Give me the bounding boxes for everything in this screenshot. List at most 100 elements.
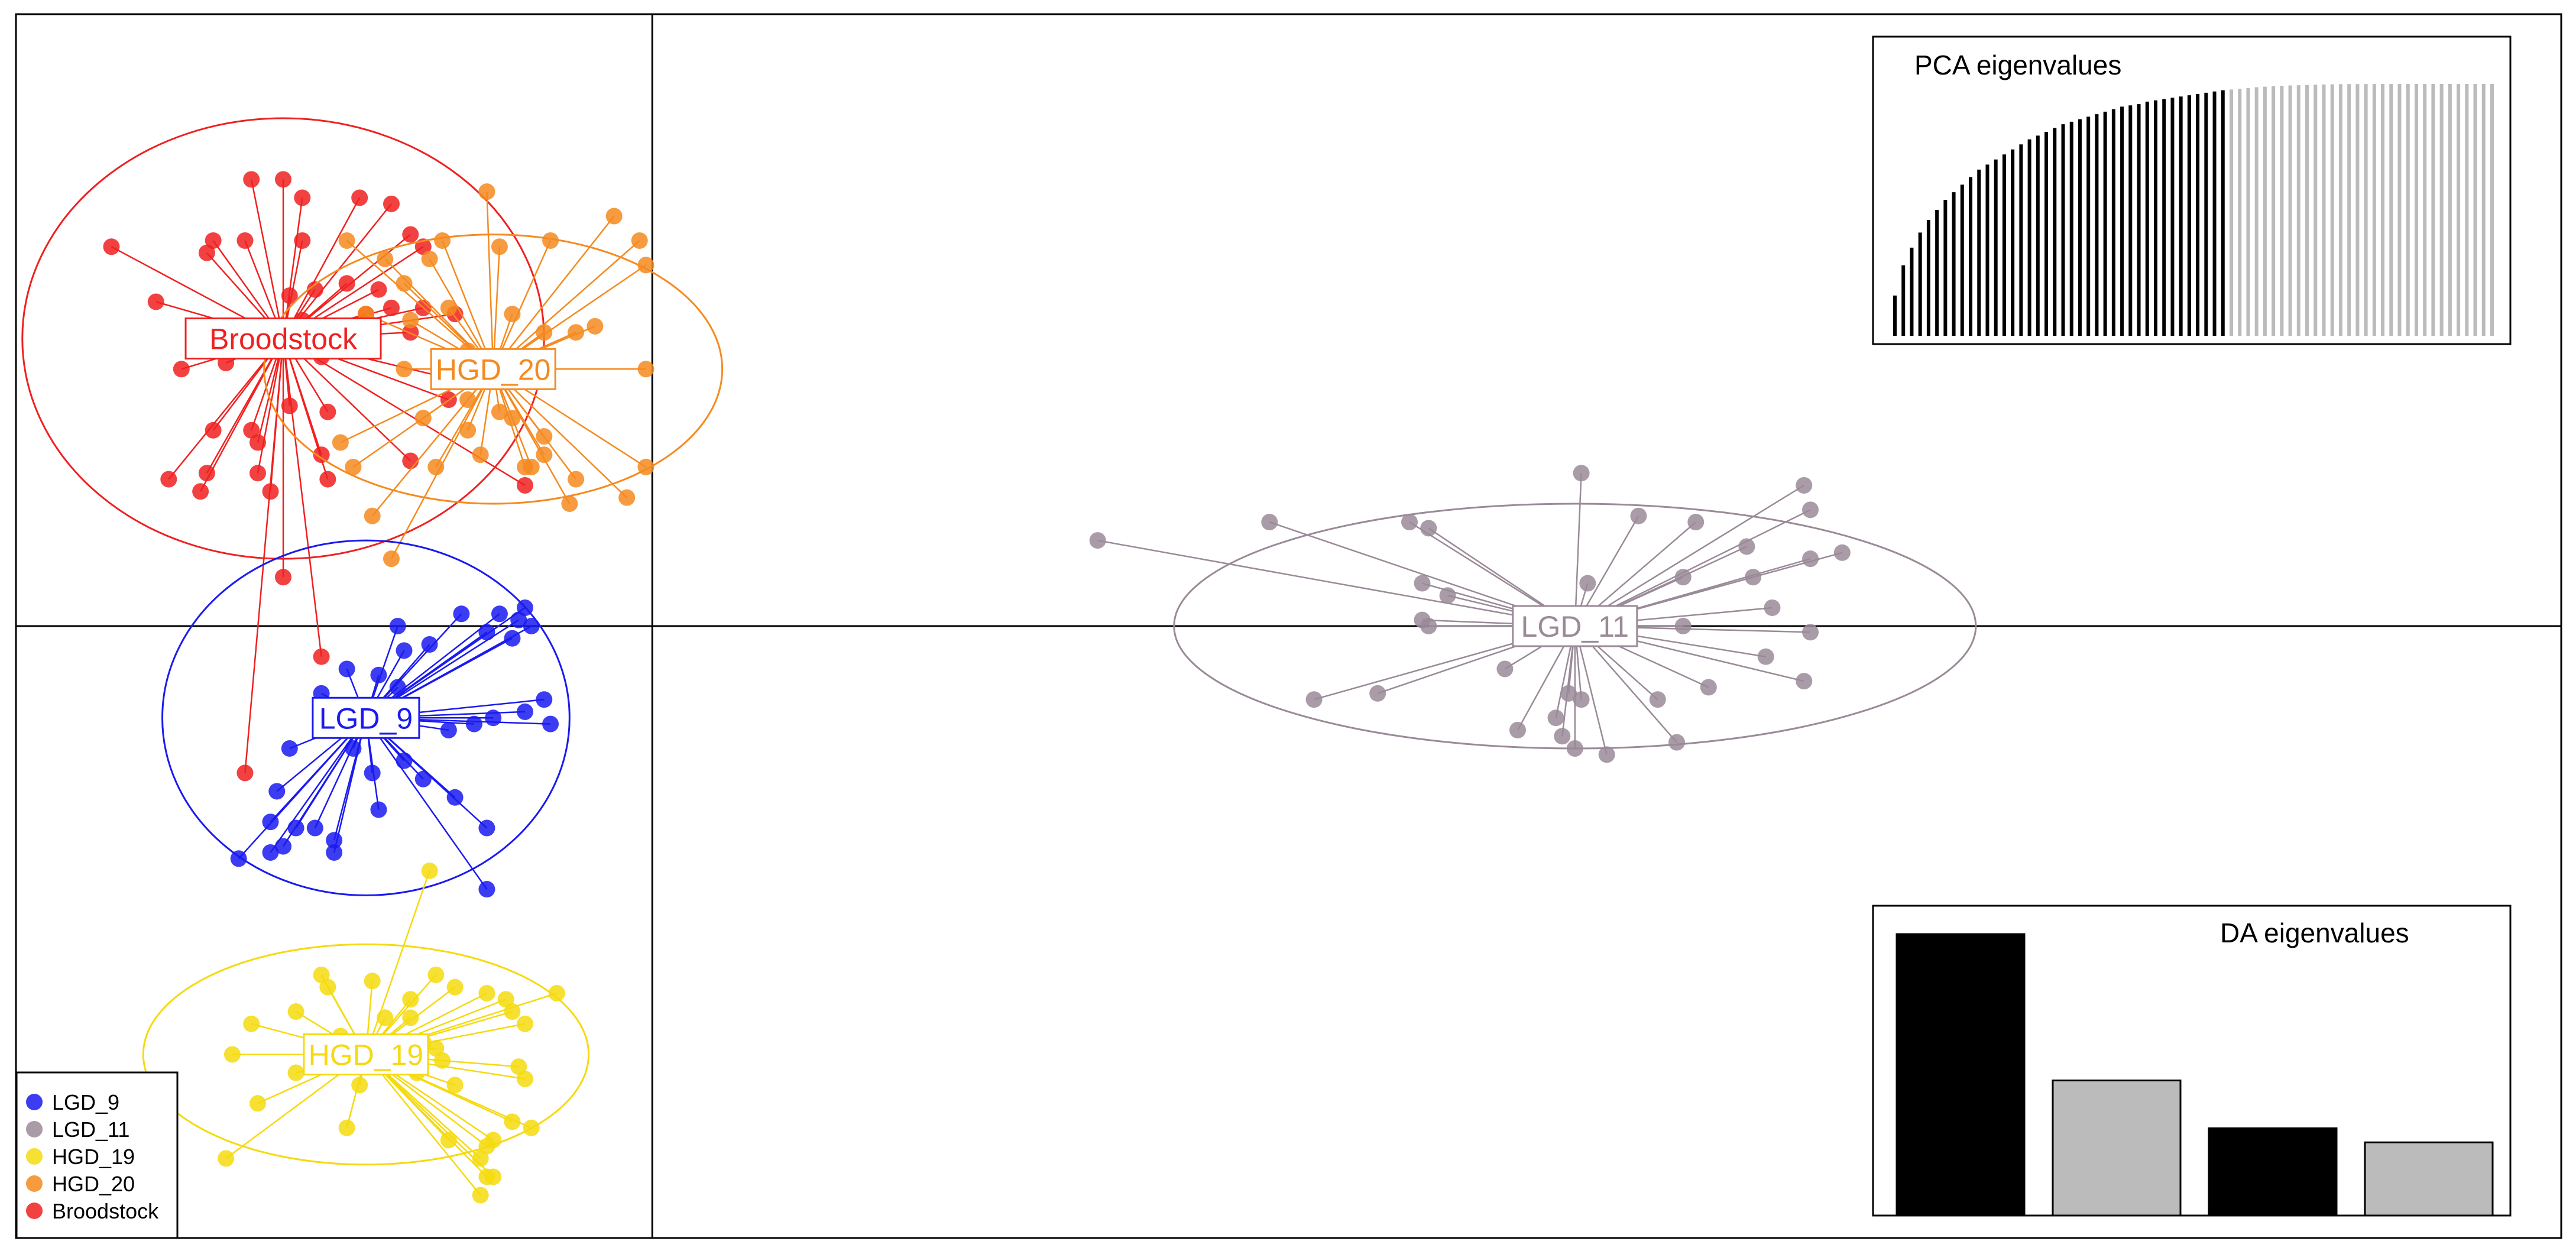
data-point: [421, 863, 438, 879]
data-point: [236, 764, 254, 782]
data-point: [345, 458, 362, 475]
data-point: [1261, 514, 1278, 531]
legend-swatch: [26, 1203, 43, 1219]
data-point: [421, 636, 438, 653]
data-point: [281, 397, 298, 414]
data-point: [275, 171, 292, 188]
data-point: [198, 465, 215, 482]
data-point: [1089, 532, 1106, 549]
data-point: [637, 257, 654, 274]
data-point: [504, 410, 521, 427]
data-point: [313, 446, 330, 464]
data-point: [504, 306, 521, 323]
data-point: [319, 471, 336, 488]
data-point: [1802, 624, 1819, 641]
star-segment: [270, 717, 367, 853]
data-point: [421, 251, 438, 267]
data-point: [402, 226, 419, 243]
data-point: [536, 428, 553, 445]
data-point: [1802, 550, 1819, 568]
data-point: [1738, 538, 1755, 555]
legend-swatch: [26, 1121, 43, 1137]
data-point: [517, 703, 533, 720]
data-point: [497, 991, 514, 1008]
data-point: [319, 978, 336, 996]
data-point: [453, 605, 470, 623]
pca-inset-title: PCA eigenvalues: [1914, 50, 2121, 80]
data-point: [587, 317, 604, 335]
data-point: [517, 458, 533, 475]
data-point: [1547, 709, 1564, 727]
star-segment: [282, 338, 322, 657]
data-point: [536, 691, 553, 708]
data-point: [262, 814, 279, 831]
data-point: [306, 281, 323, 298]
pca-bars: [1893, 84, 2494, 336]
data-point: [338, 275, 355, 292]
data-point: [446, 789, 464, 806]
data-point: [268, 783, 286, 800]
data-point: [504, 1113, 521, 1130]
data-point: [491, 605, 508, 623]
legend-entry: Broodstock: [52, 1199, 159, 1223]
data-point: [427, 458, 445, 475]
data-point: [383, 299, 400, 316]
axes: [16, 14, 2561, 1238]
data-point: [542, 232, 559, 249]
data-point: [319, 403, 336, 420]
data-point: [440, 721, 457, 738]
data-point: [1369, 685, 1386, 702]
data-point: [568, 471, 585, 488]
group-label: LGD_9: [312, 696, 420, 739]
group-label-text: HGD_19: [309, 1039, 424, 1072]
data-point: [103, 238, 120, 255]
star-segment: [365, 717, 488, 890]
group-labels: Broodstock HGD_20 LGD_9 LGD_11 HGD_19: [184, 317, 1638, 1075]
data-point: [1560, 685, 1577, 702]
data-point: [561, 495, 578, 512]
data-point: [1630, 507, 1647, 524]
star-segment: [244, 338, 284, 773]
star-segment: [1574, 484, 1804, 627]
group-label: LGD_11: [1512, 605, 1638, 647]
data-point: [478, 881, 495, 898]
data-point: [465, 715, 482, 733]
data-point: [1598, 746, 1615, 763]
data-point: [440, 1132, 457, 1149]
data-point: [1420, 520, 1437, 537]
data-point: [485, 1132, 502, 1149]
data-point: [1668, 734, 1686, 751]
data-point: [1802, 501, 1819, 518]
star-segment: [200, 338, 284, 492]
star-segment: [257, 338, 284, 474]
data-point: [287, 1003, 304, 1020]
data-point: [523, 618, 540, 634]
data-point: [396, 642, 413, 659]
star-segment: [1574, 626, 1608, 755]
data-point: [618, 489, 636, 506]
legend-entry: HGD_19: [52, 1145, 135, 1169]
data-point: [396, 752, 413, 769]
data-point: [459, 391, 477, 409]
data-point: [1757, 648, 1774, 665]
data-point: [536, 446, 553, 464]
inertia-ellipse: [161, 539, 571, 896]
group-label: HGD_20: [430, 348, 556, 390]
data-point: [637, 361, 654, 378]
data-point: [637, 458, 654, 475]
data-point: [173, 361, 190, 378]
data-point: [434, 232, 451, 249]
data-point: [1674, 618, 1692, 634]
star-segment: [365, 1054, 481, 1196]
data-point: [1745, 569, 1762, 586]
data-point: [364, 764, 381, 782]
data-point: [402, 991, 419, 1008]
data-point: [370, 801, 387, 818]
data-point: [1573, 465, 1590, 482]
data-point: [414, 770, 432, 787]
data-point: [568, 324, 585, 341]
data-point: [236, 232, 254, 249]
data-point: [1796, 477, 1813, 494]
legend-entry: HGD_20: [52, 1172, 135, 1196]
data-point: [1573, 691, 1590, 708]
